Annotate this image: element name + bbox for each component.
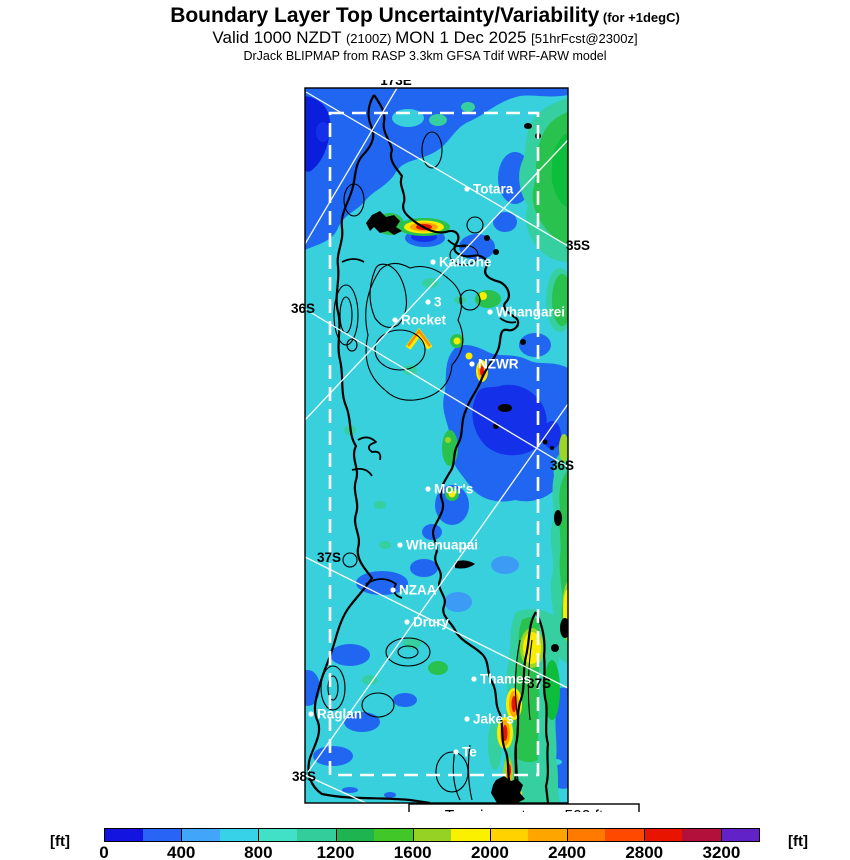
colorbar-segment xyxy=(605,829,644,841)
colorbar-segment xyxy=(105,829,144,841)
site-dot xyxy=(464,186,470,192)
colorbar-segment xyxy=(489,829,529,841)
site-label: 3 xyxy=(434,295,442,310)
colorbar-tick-mark xyxy=(721,828,723,842)
site-dot xyxy=(397,542,403,548)
site-label: Drury xyxy=(413,615,450,630)
map-frame xyxy=(304,87,569,804)
domain-boundary-box xyxy=(328,111,540,777)
colorbar-segment xyxy=(258,829,298,841)
colorbar-segment xyxy=(374,829,413,841)
colorbar-tick-label: 1600 xyxy=(393,843,432,860)
terrain-note-text: Terrain contours: 500 ft xyxy=(445,808,604,812)
colorbar-tick-mark xyxy=(104,828,105,842)
site-dot xyxy=(390,587,396,593)
site-dot xyxy=(425,299,431,305)
terrain-contours xyxy=(320,131,533,801)
colorbar-tick-mark xyxy=(644,828,646,842)
colorbar-segment xyxy=(451,829,490,841)
colorbar-unit-right: [ft] xyxy=(788,833,808,850)
site-dot xyxy=(308,711,314,717)
site-label: Whangarei xyxy=(496,305,565,320)
colorbar-tick-mark xyxy=(181,828,183,842)
colorbar-tick-label: 2800 xyxy=(625,843,664,860)
site-label: Jake's xyxy=(473,712,514,727)
site-dot xyxy=(487,309,493,315)
page-title: Boundary Layer Top Uncertainty/Variabili… xyxy=(170,4,680,27)
site-label: Whenuapai xyxy=(406,538,478,553)
colorbar-tick-label: 2400 xyxy=(548,843,586,860)
colorbar-tick-label: 3200 xyxy=(702,843,741,860)
site-label: NZWR xyxy=(478,357,519,372)
site-dot xyxy=(392,317,398,323)
site-label: Totara xyxy=(473,182,514,197)
valid-time-line: Valid 1000 NZDT (2100Z) MON 1 Dec 2025 [… xyxy=(212,28,638,48)
coord-label: 173E xyxy=(380,80,412,88)
colorbar-tick-mark xyxy=(567,828,569,842)
colorbar-tick-label: 2000 xyxy=(470,843,509,860)
site-label: Raglan xyxy=(317,707,362,722)
colorbar-segment xyxy=(181,829,221,841)
colorbar-tick-label: 0 xyxy=(99,843,109,860)
colorbar-segment xyxy=(297,829,336,841)
colorbar-segment xyxy=(566,829,606,841)
site-dot xyxy=(471,676,477,682)
site-dot xyxy=(425,486,431,492)
site-label: NZAA xyxy=(399,583,437,598)
coord-label: 36S xyxy=(550,458,574,473)
colorbar-segment xyxy=(143,829,182,841)
coord-label: 35S xyxy=(566,238,590,253)
site-dot xyxy=(404,619,410,625)
forecast-map: 173E 35S 36S 36S 37S 37S 38S Totara Kaikohe 3 Roc… xyxy=(291,80,640,812)
map-field xyxy=(305,88,568,803)
colorbar-segment xyxy=(335,829,375,841)
colorbar-segment xyxy=(720,829,759,841)
colorbar-unit-left: [ft] xyxy=(50,833,70,850)
coord-label: 37S xyxy=(527,676,551,691)
colorbar-tick-label: 1200 xyxy=(316,843,355,860)
site-label: Moir's xyxy=(434,482,473,497)
islands xyxy=(366,123,568,803)
site-label: Thames xyxy=(480,672,531,687)
coord-label: 38S xyxy=(292,769,316,784)
colorbar-segment xyxy=(643,829,683,841)
coordinate-labels: 173E 35S 36S 36S 37S 37S 38S xyxy=(291,80,590,784)
site-dot xyxy=(453,749,459,755)
site-dot xyxy=(469,361,475,367)
site-labels: Totara Kaikohe 3 Rocket Whangarei NZWR Moir's W… xyxy=(308,182,565,760)
colorbar-tick-mark xyxy=(258,828,260,842)
site-dot xyxy=(430,259,436,265)
site-label: Kaikohe xyxy=(439,255,492,270)
colorbar-tick-mark xyxy=(489,828,491,842)
terrain-note: Terrain contours: 500 ft xyxy=(408,803,640,812)
coord-label: 37S xyxy=(317,550,341,565)
site-dot xyxy=(464,716,470,722)
colorbar-segment xyxy=(220,829,259,841)
colorbar-segment xyxy=(682,829,721,841)
coord-label: 36S xyxy=(291,301,315,316)
model-line: DrJack BLIPMAP from RASP 3.3km GFSA Tdif… xyxy=(243,48,607,63)
colorbar-tick-label: 400 xyxy=(166,843,196,860)
colorbar-segment xyxy=(412,829,452,841)
colorbar-tick-mark xyxy=(335,828,337,842)
site-label: Te xyxy=(462,745,477,760)
site-label: Rocket xyxy=(401,313,447,328)
colorbar-tick-mark xyxy=(412,828,414,842)
title-block: Boundary Layer Top Uncertainty/Variabili… xyxy=(0,4,850,63)
colorbar-segment xyxy=(528,829,567,841)
colorbar-tick-label: 800 xyxy=(244,843,273,860)
terrain-colorbar xyxy=(104,828,760,842)
